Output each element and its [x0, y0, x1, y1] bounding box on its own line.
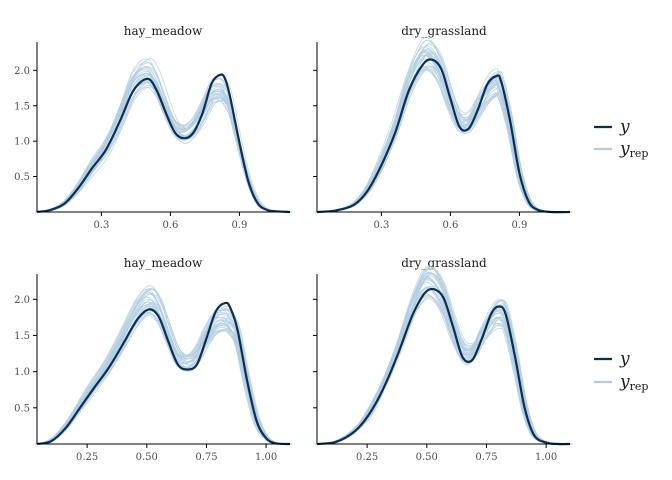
y-tick-label: 0.5: [14, 172, 30, 183]
x-tick-label: 0.6: [442, 220, 458, 231]
yrep-line: [39, 311, 293, 445]
y-tick-label: 1.5: [14, 331, 30, 342]
yrep-line: [314, 55, 568, 213]
yrep-series: [34, 285, 293, 445]
x-tick-label: 0.25: [76, 452, 98, 463]
y-tick-label: 1.0: [14, 137, 30, 148]
yrep-line: [319, 43, 573, 213]
yrep-line: [317, 39, 571, 213]
x-tick-label: 0.50: [136, 452, 158, 463]
x-tick-label: 1.00: [255, 452, 277, 463]
panel-3: 0.25 0.50 0.75 1.00 0.5 1.0 1.5 2.0: [14, 274, 293, 463]
legend-yrep-label: yrep: [619, 372, 648, 393]
x-tick-label: 0.25: [356, 452, 378, 463]
legend-yrep-sub: rep: [630, 147, 649, 160]
yrep-series: [313, 265, 573, 445]
y-observed-line: [36, 73, 291, 214]
legend-top: y yrep: [594, 117, 648, 160]
yrep-line: [37, 66, 291, 213]
x-tick-label: 0.75: [195, 452, 217, 463]
yrep-line: [318, 68, 572, 213]
panel-1: 0.3 0.6 0.9 0.5 1.0 1.5 2.0: [14, 42, 293, 231]
legend-yrep-label: yrep: [619, 139, 648, 160]
panel-4: 0.25 0.50 0.75 1.00: [313, 265, 573, 463]
panel-title-3: hay_meadow: [124, 256, 203, 270]
yrep-line: [314, 287, 568, 445]
x-tick-label: 0.3: [93, 220, 109, 231]
yrep-series: [34, 58, 293, 213]
x-tick-label: 0.3: [373, 220, 389, 231]
y-observed-line: [316, 287, 571, 446]
x-tick-label: 0.9: [511, 220, 527, 231]
x-tick-label: 0.75: [475, 452, 497, 463]
legend-y-label: y: [619, 117, 630, 137]
yrep-line: [37, 292, 291, 445]
y-observed-line: [36, 301, 291, 446]
y-tick-label: 2.0: [14, 66, 30, 77]
panel-title-1: hay_meadow: [124, 24, 203, 38]
legend-bottom: y yrep: [594, 349, 648, 393]
x-tick-label: 0.6: [162, 220, 178, 231]
panel-title-4: dry_grassland: [401, 256, 487, 270]
yrep-line: [38, 288, 292, 445]
y-tick-label: 0.5: [14, 403, 30, 414]
panel-title-2: dry_grassland: [401, 24, 487, 38]
yrep-series: [314, 36, 573, 213]
yrep-line: [317, 39, 571, 213]
yrep-line: [319, 266, 573, 445]
x-tick-label: 1.00: [535, 452, 557, 463]
yrep-line: [35, 306, 289, 445]
x-tick-label: 0.50: [416, 452, 438, 463]
y-tick-label: 1.0: [14, 367, 30, 378]
y-tick-label: 2.0: [14, 295, 30, 306]
y-tick-label: 1.5: [14, 101, 30, 112]
yrep-line: [36, 288, 291, 445]
panel-2: 0.3 0.6 0.9: [313, 36, 573, 231]
y-observed-line: [316, 58, 571, 214]
x-tick-label: 0.9: [231, 220, 247, 231]
legend-yrep-sub: rep: [630, 380, 649, 393]
panels: 0.3 0.6 0.90.51.01.52.00.3 0.6 0.90.25 0.50 0.…: [14, 36, 573, 463]
legend-y-label: y: [619, 349, 630, 369]
yrep-line: [39, 58, 293, 213]
